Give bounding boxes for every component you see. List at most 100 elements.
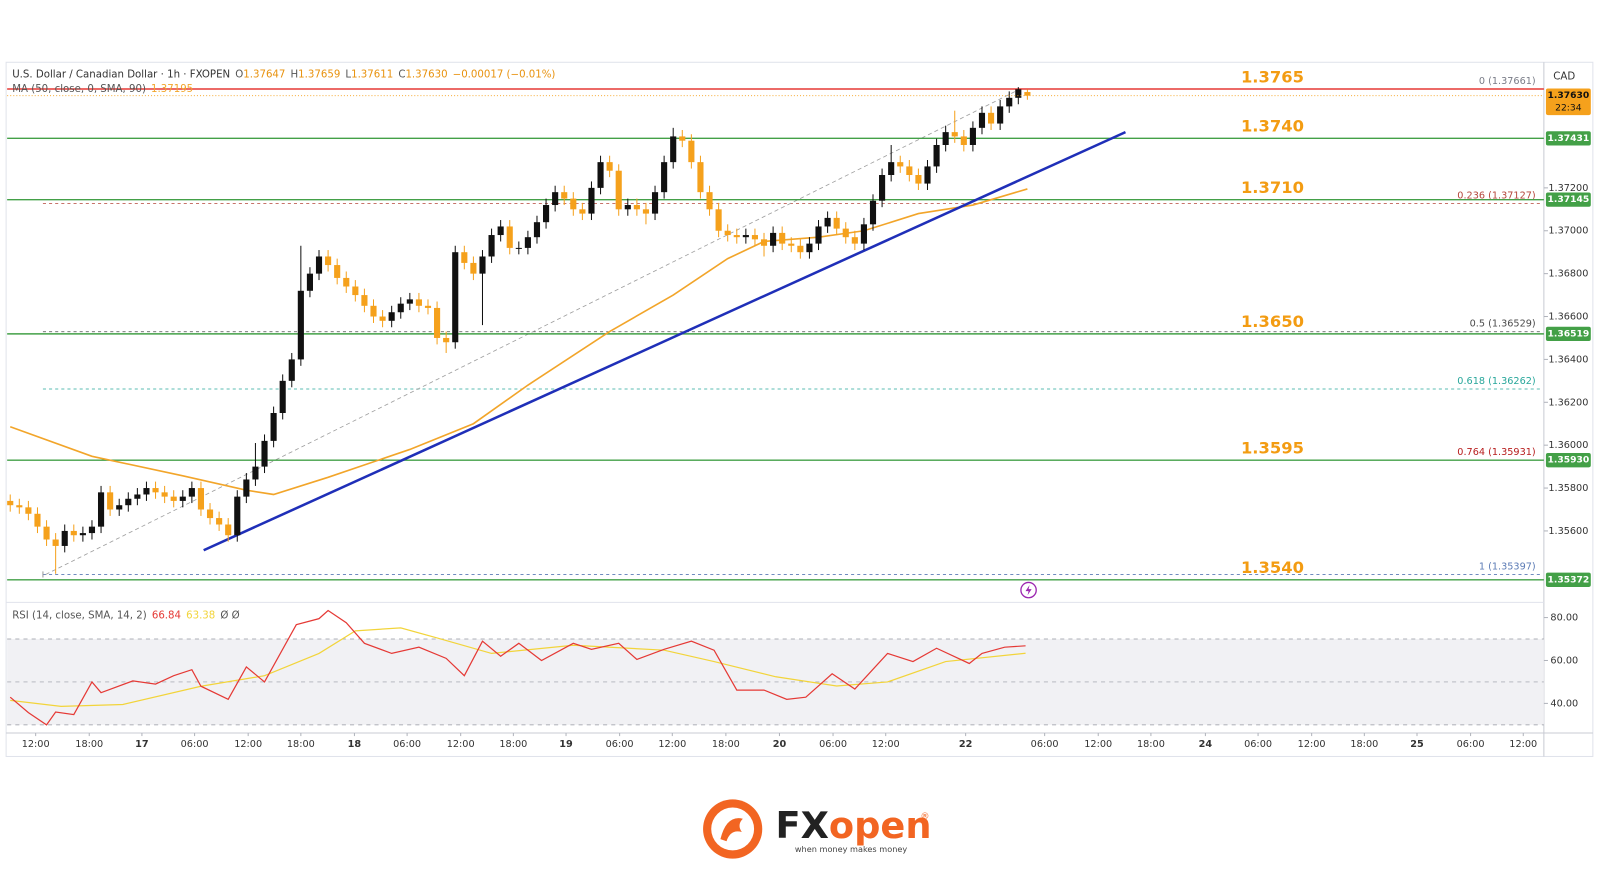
candle-body [415,299,422,306]
candle-body [879,175,886,201]
candle-body [352,286,359,296]
currency: CAD [1553,72,1575,83]
registered: ® [920,811,929,822]
y-tick-label: 1.36400 [1548,354,1588,365]
candle-body [806,243,813,253]
y-tick-label: 1.36000 [1548,440,1588,451]
header: U.S. Dollar / Canadian Dollar · 1h · FXO… [12,70,555,81]
candle-body [533,222,541,238]
x-tick-label: 18 [348,739,362,750]
candle-body [334,265,341,278]
tagline: when money makes money [795,844,907,854]
candle-body [306,273,313,291]
alert-bolt[interactable] [1025,584,1032,596]
candle-body [978,112,986,128]
candle-body [733,235,740,238]
y-tick-label: 1.35800 [1548,483,1588,494]
candle-body [452,252,459,343]
candle-body [325,256,332,266]
rsi-legend: RSI (14, close, SMA, 14, 2) 66.84 63.38 Ø Ø [12,610,239,622]
candle-body [397,303,404,313]
x-tick-label: 20 [773,739,787,750]
candle-body [888,162,895,176]
candle-body [860,224,867,244]
y-tick-label: 1.36200 [1548,397,1588,408]
candle-body [697,162,704,193]
ma-legend: MA (50, close, 0, SMA, 90) 1.37195 [12,84,193,95]
countdown: 22:34 [1555,102,1582,113]
candle-body [570,198,577,210]
fib-label: 1 (1.35397) [1479,561,1536,572]
candle-body [143,488,150,495]
x-tick-label: 18:00 [1137,739,1165,750]
ohlc-value: 1.37647 [243,70,285,81]
x-tick-label: 12:00 [22,739,50,750]
ohlc-key: L [345,70,351,81]
candle-body [824,217,831,227]
candle-body [788,243,795,246]
rsi-value: 63.38 [186,611,215,622]
candle-body [25,507,32,514]
x-tick-label: 12:00 [1084,739,1112,750]
fib-label: 0 (1.37661) [1479,76,1536,87]
candle-body [1015,89,1022,98]
candle-body [833,217,840,229]
ohlc-value: 1.37659 [298,70,340,81]
level-label: 1.3740 [1241,117,1304,136]
level-label: 1.3710 [1241,178,1304,197]
candle-body [16,505,23,508]
candle-body [116,505,123,510]
candle-body [906,166,913,176]
rsi-value: 66.84 [152,611,181,622]
x-tick-label: 18:00 [75,739,103,750]
price-tag-label: 1.35372 [1547,574,1589,585]
candle-body [125,498,132,506]
price-tag [1545,131,1591,146]
x-tick-label: 12:00 [872,739,900,750]
candle-body [606,162,613,171]
candle-body [97,492,105,527]
x-tick-label: 06:00 [819,739,847,750]
x-tick-label: 17 [135,739,148,750]
y-tick-label: 1.36600 [1548,312,1588,323]
rsi-flags: Ø Ø [220,610,239,622]
level-label: 1.3650 [1241,312,1304,331]
logo: FXopen ® when money makes money [703,799,932,859]
candle-body [406,299,413,304]
candle-body [797,245,804,253]
ohlc-value: 1.37630 [405,70,447,81]
candle-body [715,209,722,231]
trendline [203,130,1127,552]
candle-body [742,235,749,238]
candle-body [443,337,450,343]
y-tick-label: 1.36800 [1548,269,1588,280]
candle-body [261,440,268,467]
candle-body [288,359,295,381]
x-tick-label: 12:00 [658,739,686,750]
candle-body [197,488,205,510]
candle-body [933,144,940,167]
candle-body [34,513,41,527]
alert-icon[interactable] [1020,581,1037,599]
x-tick-label: 06:00 [1457,739,1485,750]
level-label: 1.3540 [1241,558,1304,577]
plot: 1.37200 1.37000 1.36800 1.36600 1.36400 1.362… [7,67,1591,750]
candle-body [969,127,976,145]
candle-body [370,305,377,317]
current-price-tag [1545,88,1591,116]
rsi-y-tick-label: 40.00 [1550,698,1578,709]
candle-body [751,235,759,240]
candle-body [225,524,232,536]
level-label: 1.3595 [1241,438,1304,457]
candle-body [1006,97,1013,107]
rsi-title: RSI (14, close, SMA, 14, 2) [12,611,147,622]
price-tag-label: 1.37145 [1547,194,1589,205]
candle-body [670,136,677,163]
candle-body [552,192,559,206]
candle-body [206,509,214,519]
candle-body [188,488,195,497]
candle-body [615,170,622,210]
brand-open: open [829,803,932,846]
candle-body [179,496,186,501]
change: −0.00017 (−0.01%) [453,70,556,81]
